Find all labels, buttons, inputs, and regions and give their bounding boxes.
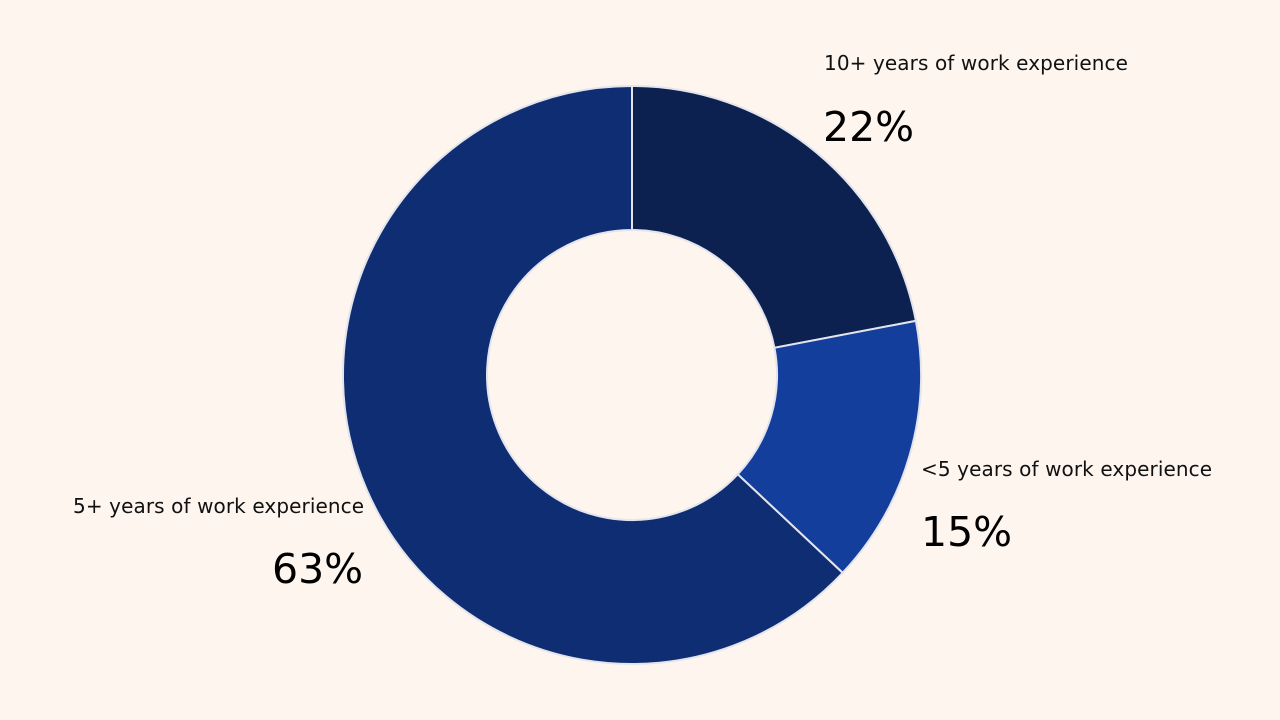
- slice-label-5plus-years: 5+ years of work experience: [73, 494, 365, 518]
- slice-value-under-5-years: 15%: [921, 508, 1013, 556]
- slice-value-5plus-years: 63%: [272, 545, 364, 593]
- slice-label-under-5-years: <5 years of work experience: [921, 457, 1213, 481]
- slice-5plus-years: [342, 84, 845, 665]
- slice-label-10plus-years: 10+ years of work experience: [824, 51, 1129, 75]
- slice-value-10plus-years: 22%: [823, 103, 915, 151]
- slice-10plus-years: [631, 84, 918, 349]
- slice-under-5-years: [736, 319, 922, 575]
